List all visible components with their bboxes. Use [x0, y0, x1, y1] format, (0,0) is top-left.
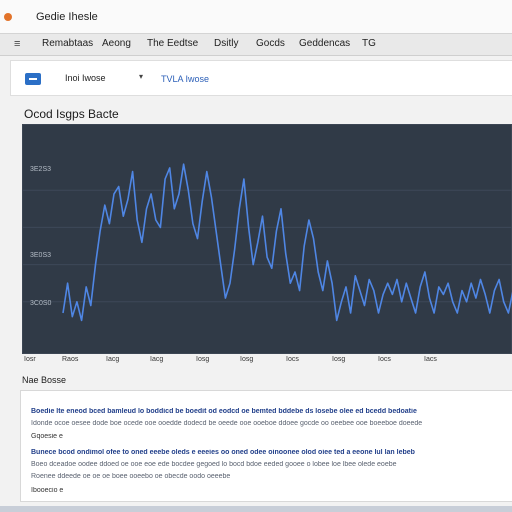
chart-title: Ocod Isgps Bacte [24, 107, 119, 121]
x-tick-label: Iosg [196, 356, 210, 363]
menu-bar: ≡ Remabtaas Aeong The Eedtse Dsitly Gocd… [0, 34, 512, 56]
toolbar-link[interactable]: TVLA Iwose [161, 74, 210, 84]
text-line: Boedie lte eneod bced bamleud lo boddicd… [31, 408, 417, 415]
x-tick-label: Iocs [286, 356, 299, 363]
text-line: Boeo dceadoe oodee ddoed oe ooe eoe ede … [31, 461, 397, 468]
x-tick-label: Iacg [150, 356, 164, 363]
chart-panel [22, 124, 512, 354]
text-line: Idonde ocoe oesee dode boe ocede ooe ooe… [31, 420, 423, 427]
menu-item-4[interactable]: Dsitly [214, 38, 239, 49]
x-tick-label: Iosg [240, 356, 254, 363]
text-line: Bunece bcod ondimol ofee to oned eeebe o… [31, 449, 415, 456]
x-tick-label: Iacs [424, 356, 437, 363]
text-line: Ibooecio e [31, 487, 64, 494]
line-chart [23, 163, 512, 322]
menu-item-5[interactable]: Gocds [256, 38, 285, 49]
x-tick-label: Iosr [24, 356, 36, 363]
menu-item-1[interactable]: Remabtaas [42, 38, 94, 49]
x-tick-label: Raos [62, 356, 79, 363]
y-tick-label: 3E2S3 [30, 166, 52, 173]
title-bar: Gedie Ihesle [0, 0, 512, 34]
record-indicator-icon [4, 13, 12, 21]
section-label: Nae Bosse [22, 375, 67, 385]
collapse-icon[interactable] [25, 73, 41, 85]
text-line: Roenee ddeede oe oe oe boee ooeebo oe ob… [31, 473, 231, 480]
menu-item-3[interactable]: The Eedtse [147, 38, 199, 49]
y-tick-label: 3C0S0 [30, 300, 52, 307]
menu-item-6[interactable]: Geddencas [299, 38, 351, 49]
text-line: Gqoesie e [31, 433, 63, 440]
app-menu-icon[interactable]: ≡ [14, 38, 21, 50]
chevron-down-icon[interactable]: ▾ [139, 72, 144, 81]
window-title: Gedie Ihesle [36, 11, 98, 23]
x-tick-label: Iosg [332, 356, 346, 363]
series-line-1 [62, 163, 512, 322]
toolbar: Inoi Iwose ▾ TVLA Iwose [10, 60, 512, 96]
bottom-edge [0, 506, 512, 512]
x-tick-label: Iocs [378, 356, 391, 363]
menu-item-7[interactable]: TG [362, 38, 376, 49]
view-dropdown[interactable]: Inoi Iwose [65, 73, 106, 83]
x-tick-label: Iacg [106, 356, 120, 363]
y-tick-label: 3E0S3 [30, 252, 52, 259]
menu-item-2[interactable]: Aeong [102, 38, 131, 49]
description-panel: Boedie lte eneod bced bamleud lo boddicd… [20, 390, 512, 502]
